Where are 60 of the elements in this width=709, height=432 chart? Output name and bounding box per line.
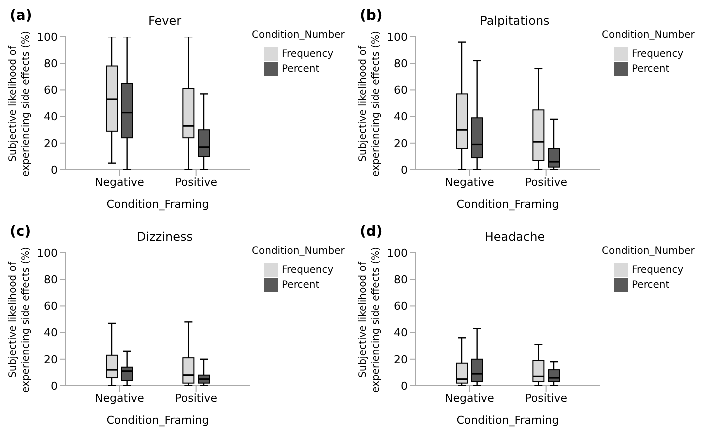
chart-title: Palpitations: [479, 14, 551, 28]
y-tick-label: 80: [394, 274, 408, 287]
y-tick-label: 60: [394, 300, 408, 314]
chart-title: Headache: [484, 230, 546, 244]
y-axis-title: Subjective likelihood of experiencing side effects (%): [8, 246, 32, 392]
y-tick-label: 100: [387, 246, 408, 260]
legend-label: Percent: [282, 64, 320, 74]
y-tick-label: 100: [37, 30, 58, 44]
y-tick-label: 60: [44, 300, 58, 314]
x-axis-title: Condition_Framing: [456, 198, 560, 211]
y-tick-label: 20: [394, 353, 408, 366]
y-tick-label: 100: [37, 246, 58, 260]
x-tick-label: Negative: [94, 392, 145, 405]
legend-title: Condition_Number: [602, 30, 695, 41]
x-axis-title: Condition_Framing: [456, 414, 560, 427]
legend-label: Frequency: [632, 48, 684, 60]
legend-label: Percent: [632, 64, 670, 74]
text: (c): [10, 224, 32, 240]
legend-label: Frequency: [632, 264, 684, 276]
legend-label: Frequency: [282, 264, 334, 276]
y-tick-label: 80: [394, 58, 408, 71]
y-axis-title: Subjective likelihood of experiencing side effects (%): [358, 30, 382, 176]
y-tick-label: 0: [51, 164, 58, 177]
y-tick-label: 100: [387, 30, 408, 44]
chart-title: Dizziness: [136, 230, 194, 244]
x-tick-label: Positive: [175, 176, 218, 189]
y-axis-title: Subjective likelihood of experiencing side effects (%): [8, 30, 32, 176]
x-tick-label: Positive: [525, 176, 568, 189]
y-tick-label: 40: [44, 110, 58, 124]
x-tick-label: Negative: [444, 392, 495, 405]
y-axis-title: Subjective likelihood of experiencing side effects (%): [358, 246, 382, 392]
x-axis-title: Condition_Framing: [106, 414, 210, 427]
y-tick-label: 60: [394, 84, 408, 98]
text: (a): [10, 8, 32, 24]
x-tick-label: Negative: [94, 176, 145, 189]
x-axis-title: Condition_Framing: [106, 198, 210, 211]
y-tick-label: 20: [44, 137, 58, 150]
y-tick-label: 40: [44, 326, 58, 340]
y-tick-label: 20: [44, 353, 58, 366]
y-tick-label: 0: [401, 380, 408, 393]
y-tick-label: 80: [44, 58, 58, 71]
y-tick-label: 0: [401, 164, 408, 177]
y-tick-label: 40: [394, 326, 408, 340]
y-tick-label: 80: [44, 274, 58, 287]
y-tick-label: 40: [394, 110, 408, 124]
legend-title: Condition_Number: [602, 246, 695, 257]
legend-label: Percent: [282, 280, 320, 290]
legend-title: Condition_Number: [252, 246, 345, 257]
y-tick-label: 20: [394, 137, 408, 150]
x-tick-label: Negative: [444, 176, 495, 189]
x-tick-label: Positive: [525, 392, 568, 405]
legend-title: Condition_Number: [252, 30, 345, 41]
legend-label: Frequency: [282, 48, 334, 60]
text: (b): [360, 8, 383, 24]
y-tick-label: 0: [51, 380, 58, 393]
chart-title: Fever: [147, 14, 183, 28]
x-tick-label: Positive: [175, 392, 218, 405]
text: (d): [360, 224, 383, 240]
y-tick-label: 60: [44, 84, 58, 98]
legend-label: Percent: [632, 280, 670, 290]
